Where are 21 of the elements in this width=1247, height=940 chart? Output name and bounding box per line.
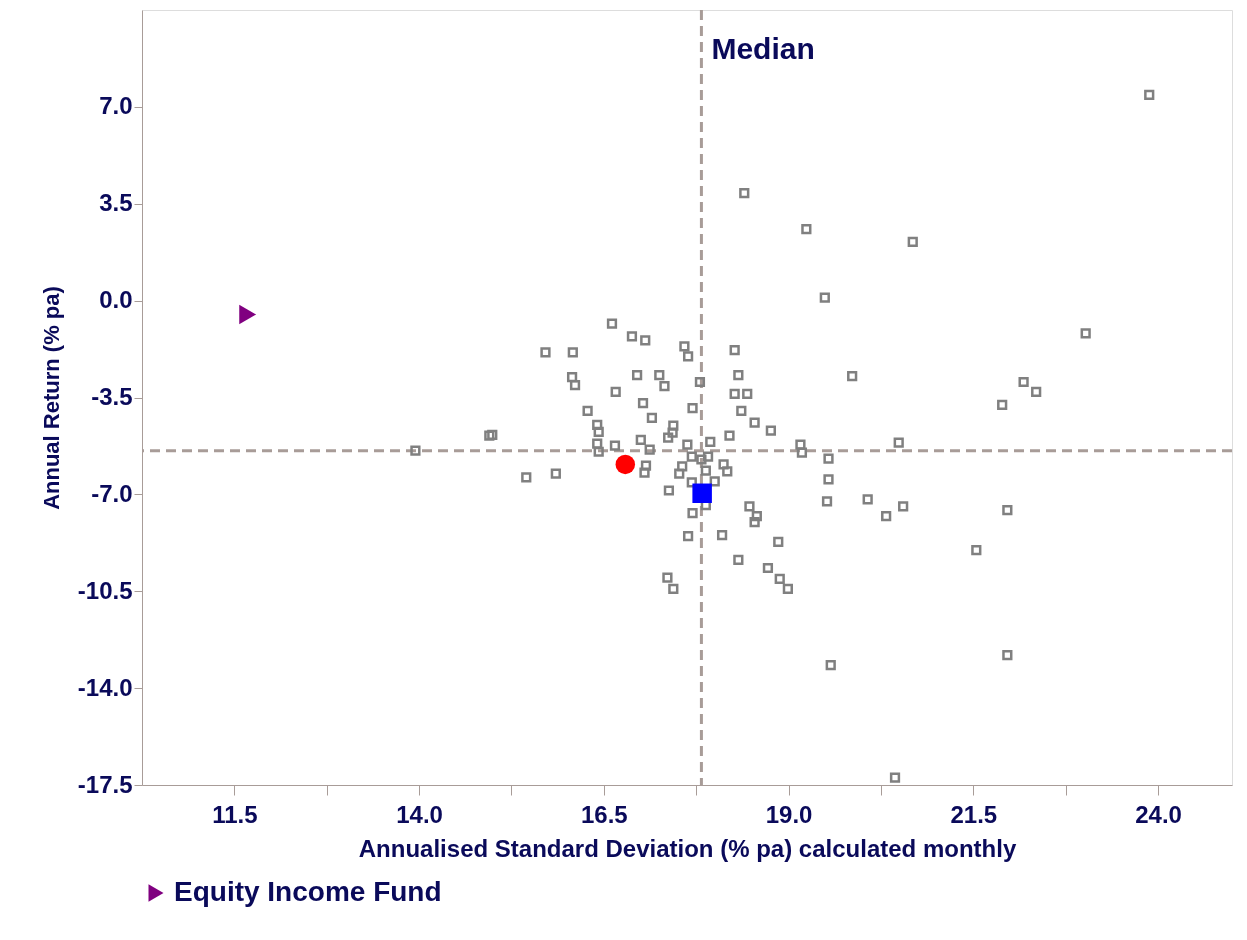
y-tick-label: -10.5 xyxy=(77,576,133,604)
y-tick-label: -7.0 xyxy=(91,479,133,507)
legend-label: Equity Income Fund xyxy=(174,876,442,907)
y-tick-label: -17.5 xyxy=(77,770,133,798)
ref-line-label: Median xyxy=(711,32,815,65)
y-tick-label: 0.0 xyxy=(99,286,133,314)
x-tick-label: 24.0 xyxy=(1135,800,1182,828)
x-tick-label: 14.0 xyxy=(396,800,443,828)
y-tick-label: 7.0 xyxy=(99,92,133,120)
x-tick-label: 21.5 xyxy=(950,800,998,828)
point xyxy=(615,454,636,475)
y-tick-label: -3.5 xyxy=(91,383,133,410)
y-tick-label: 3.5 xyxy=(99,189,133,217)
x-tick-label: 16.5 xyxy=(581,800,628,828)
y-tick-label: -14.0 xyxy=(77,673,133,701)
point xyxy=(692,483,712,504)
x-axis-title: Annualised Standard Deviation (% pa) calculated monthly xyxy=(358,834,1017,862)
y-axis-title: Annual Return (% pa) xyxy=(38,286,64,510)
x-tick-label: 19.0 xyxy=(765,800,813,828)
point xyxy=(239,304,257,325)
x-tick-label: 11.5 xyxy=(212,800,258,828)
